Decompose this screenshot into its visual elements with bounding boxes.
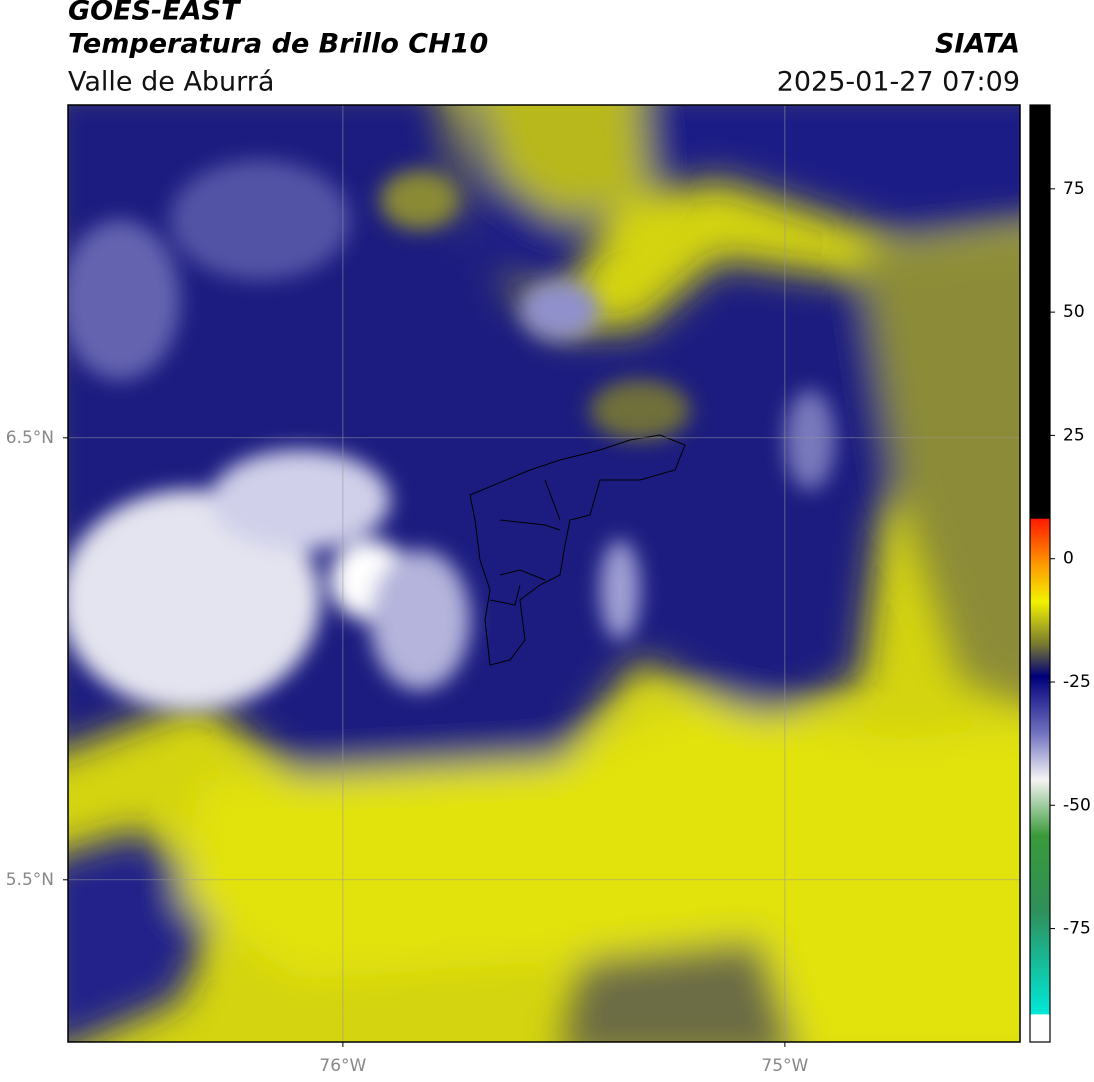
colorbar-tick-label: -50 bbox=[1063, 795, 1091, 815]
satellite-image bbox=[68, 105, 1020, 1042]
colorbar-tick-label: 75 bbox=[1063, 179, 1085, 199]
x-tick-label: 76°W bbox=[319, 1056, 366, 1076]
y-tick-label: 5.5°N bbox=[6, 870, 54, 890]
colorbar-tick-label: -75 bbox=[1063, 919, 1091, 939]
colorbar-tick-label: -25 bbox=[1063, 672, 1091, 692]
colorbar-tick-label: 0 bbox=[1063, 549, 1074, 569]
colorbar-tick-label: 50 bbox=[1063, 302, 1085, 322]
datetime: 2025-01-27 07:09 bbox=[777, 67, 1020, 98]
region: Valle de Aburrá bbox=[68, 67, 274, 98]
map-frame bbox=[67, 104, 1021, 1043]
municipality-outline bbox=[469, 434, 686, 666]
y-tick-label: 6.5°N bbox=[6, 428, 54, 448]
colorbar bbox=[1029, 104, 1051, 1043]
colorbar-tick-label: 25 bbox=[1063, 425, 1085, 445]
x-tick-label: 75°W bbox=[761, 1056, 808, 1076]
source: SIATA bbox=[935, 29, 1020, 60]
title: GOES-EAST bbox=[68, 0, 242, 27]
subtitle: Temperatura de Brillo CH10 bbox=[68, 29, 488, 60]
